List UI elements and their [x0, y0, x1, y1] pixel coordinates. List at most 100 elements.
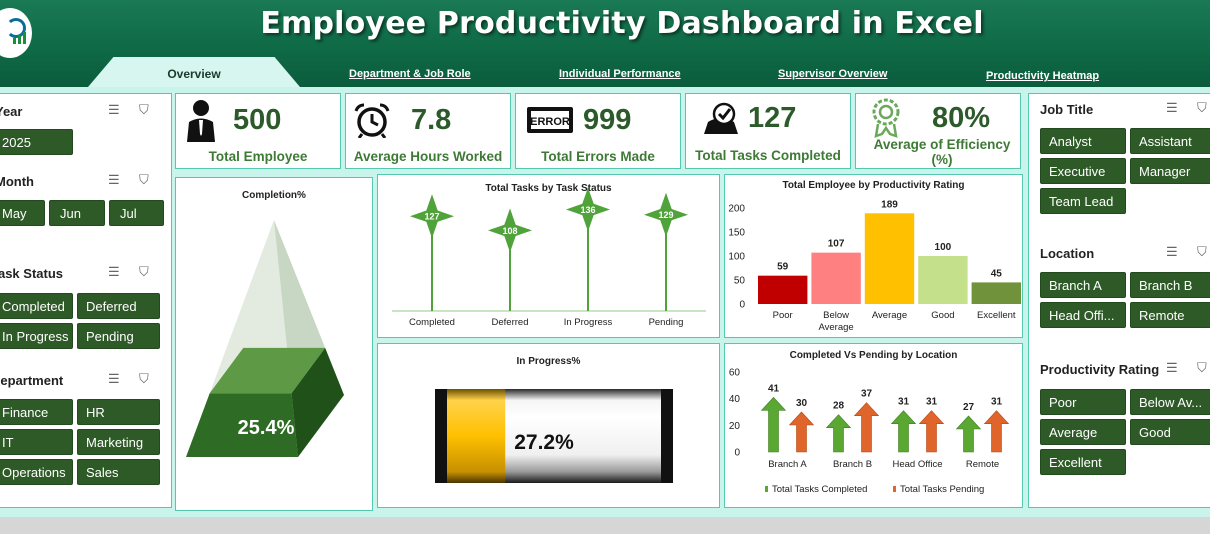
- lollipop-star-marker: [410, 194, 454, 239]
- tab-label: Overview: [167, 67, 221, 81]
- completed-arrow: [955, 415, 982, 453]
- completed-arrow: [760, 396, 787, 453]
- slicer-chip-productivity-rating[interactable]: Excellent: [1040, 449, 1126, 475]
- pending-arrow: [983, 410, 1010, 453]
- slicer-chip-department[interactable]: Marketing: [77, 429, 160, 455]
- right-slicer-panel: Job Title ☰ ⛉ Analyst Assistant Executiv…: [1028, 93, 1210, 508]
- x-tick-label: Excellent: [977, 310, 1016, 321]
- x-tick-label: Poor: [773, 310, 793, 321]
- data-label: 28: [833, 401, 845, 412]
- data-label: 30: [796, 398, 808, 409]
- slicer-title-task-status: Task Status: [0, 266, 64, 281]
- slicer-chip-location[interactable]: Branch B: [1130, 272, 1210, 298]
- pyramid-fill-left: [186, 393, 298, 457]
- completion-pyramid-panel: Completion% 25.4%: [175, 177, 373, 511]
- slicer-chip-month[interactable]: May: [0, 200, 45, 226]
- multi-select-icon[interactable]: ☰: [1166, 100, 1178, 115]
- slicer-chip-department[interactable]: IT: [0, 429, 73, 455]
- tab-overview[interactable]: Overview: [88, 57, 300, 87]
- tab-supervisor-overview[interactable]: Supervisor Overview: [778, 68, 888, 80]
- slicer-chip-productivity-rating[interactable]: Average: [1040, 419, 1126, 445]
- clear-filter-icon[interactable]: ⛉: [139, 172, 149, 187]
- bar: [971, 282, 1021, 304]
- slicer-chip-location[interactable]: Branch A: [1040, 272, 1126, 298]
- chart-title: Completion%: [242, 190, 306, 201]
- x-tick-label: Average: [818, 322, 853, 333]
- clear-filter-icon[interactable]: ⛉: [139, 264, 149, 279]
- slicer-chip-job-title[interactable]: Team Lead: [1040, 188, 1126, 214]
- slicer-chip-task-status[interactable]: In Progress: [0, 323, 73, 349]
- slicer-chip-location[interactable]: Head Offi...: [1040, 302, 1126, 328]
- slicer-chip-department[interactable]: HR: [77, 399, 160, 425]
- x-tick-label: Good: [931, 310, 954, 321]
- x-tick-label: Below: [823, 310, 849, 321]
- in-progress-bar-chart: 27.2%: [435, 389, 673, 483]
- slicer-title-department: Department: [0, 373, 64, 388]
- multi-select-icon[interactable]: ☰: [1166, 360, 1178, 375]
- legend-swatch-completed: [765, 486, 768, 492]
- tab-individual-performance[interactable]: Individual Performance: [559, 68, 681, 80]
- y-tick-label: 60: [729, 368, 741, 379]
- clear-filter-icon[interactable]: ⛉: [139, 102, 149, 117]
- employee-by-rating-panel: Total Employee by Productivity Rating 0 5…: [724, 174, 1023, 338]
- slicer-chip-department[interactable]: Finance: [0, 399, 73, 425]
- kpi-value: 999: [583, 104, 632, 136]
- tab-productivity-heatmap[interactable]: Productivity Heatmap: [986, 70, 1100, 82]
- slicer-chip-month[interactable]: Jun: [49, 200, 105, 226]
- kpi-label: Average Hours Worked: [353, 149, 503, 164]
- kpi-label: Average of Efficiency (%): [873, 137, 1011, 167]
- completed-arrow: [825, 414, 852, 453]
- clear-filter-icon[interactable]: ⛉: [1197, 244, 1207, 259]
- data-label: 129: [658, 210, 673, 220]
- kpi-card-tasks-completed: 127 Total Tasks Completed: [685, 93, 851, 169]
- slicer-chip-department[interactable]: Operations: [0, 459, 73, 485]
- slicer-chip-month[interactable]: Jul: [109, 200, 164, 226]
- slicer-chip-productivity-rating[interactable]: Below Av...: [1130, 389, 1210, 415]
- multi-select-icon[interactable]: ☰: [108, 371, 120, 386]
- multi-select-icon[interactable]: ☰: [1166, 244, 1178, 259]
- kpi-label: Total Errors Made: [541, 149, 655, 164]
- slicer-chip-productivity-rating[interactable]: Poor: [1040, 389, 1126, 415]
- slicer-chip-task-status[interactable]: Pending: [77, 323, 160, 349]
- clear-filter-icon[interactable]: ⛉: [139, 371, 149, 386]
- tasks-by-status-panel: Total Tasks by Task Status 127 Completed 1…: [377, 174, 720, 338]
- data-label: 189: [881, 199, 898, 210]
- slicer-title-year: Year: [0, 104, 23, 119]
- x-tick-label: Average: [872, 310, 907, 321]
- slicer-chip-task-status[interactable]: Completed: [0, 293, 73, 319]
- x-tick-label: Remote: [966, 459, 999, 470]
- slicer-chip-job-title[interactable]: Executive: [1040, 158, 1126, 184]
- slicer-chip-department[interactable]: Sales: [77, 459, 160, 485]
- progress-fill: [447, 389, 506, 483]
- data-label: 45: [991, 268, 1003, 279]
- y-tick-label: 0: [739, 300, 745, 311]
- data-label: 100: [935, 242, 952, 253]
- tab-department-job-role[interactable]: Department & Job Role: [349, 68, 471, 80]
- y-tick-label: 0: [734, 448, 740, 459]
- efficiency-gear-icon: [872, 98, 900, 138]
- slicer-chip-productivity-rating[interactable]: Good: [1130, 419, 1210, 445]
- x-tick-label: Deferred: [492, 317, 529, 328]
- multi-select-icon[interactable]: ☰: [108, 102, 120, 117]
- y-tick-label: 200: [728, 204, 745, 215]
- x-tick-label: In Progress: [564, 317, 613, 328]
- data-label: 107: [828, 239, 845, 250]
- slicer-chip-job-title[interactable]: Manager: [1130, 158, 1210, 184]
- slicer-chip-job-title[interactable]: Assistant: [1130, 128, 1210, 154]
- multi-select-icon[interactable]: ☰: [108, 172, 120, 187]
- slicer-chip-year[interactable]: 2025: [0, 129, 73, 155]
- y-tick-label: 20: [729, 421, 741, 432]
- slicer-chip-task-status[interactable]: Deferred: [77, 293, 160, 319]
- employee-icon: [187, 100, 215, 142]
- kpi-card-avg-hours: 7.8 Average Hours Worked: [345, 93, 511, 169]
- data-label: 31: [926, 397, 938, 408]
- clear-filter-icon[interactable]: ⛉: [1197, 360, 1207, 375]
- slicer-chip-job-title[interactable]: Analyst: [1040, 128, 1126, 154]
- svg-text:ERROR: ERROR: [530, 116, 570, 128]
- slicer-chip-location[interactable]: Remote: [1130, 302, 1210, 328]
- lollipop-star-marker: [644, 192, 688, 237]
- multi-select-icon[interactable]: ☰: [108, 264, 120, 279]
- clear-filter-icon[interactable]: ⛉: [1197, 100, 1207, 115]
- slicer-title-productivity-rating: Productivity Rating: [1040, 362, 1160, 377]
- x-tick-label: Branch A: [768, 459, 807, 470]
